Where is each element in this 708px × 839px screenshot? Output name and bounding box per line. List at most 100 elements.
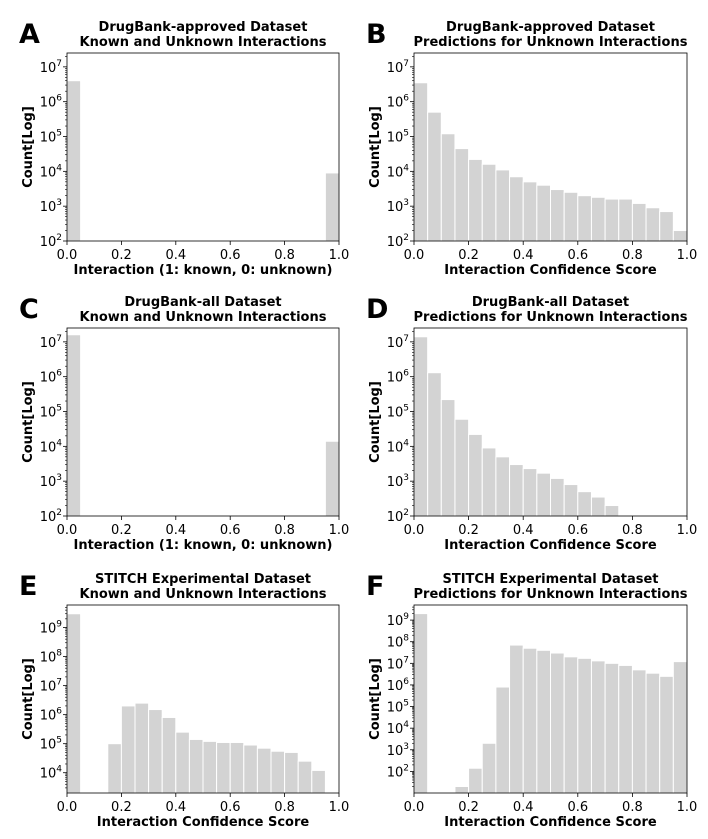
- chart-title-line: DrugBank-approved Dataset: [99, 20, 308, 35]
- x-tick-label: 0.8: [274, 523, 295, 538]
- bar: [297, 760, 313, 794]
- x-tick-label: 0.6: [220, 248, 241, 263]
- y-tick-label: 108: [40, 649, 63, 666]
- x-axis-label: Interaction Confidence Score: [97, 815, 310, 830]
- chart-title-line: DrugBank-all Dataset: [472, 295, 629, 310]
- x-tick-label: 0.4: [513, 248, 534, 263]
- bar: [590, 496, 606, 517]
- bar: [509, 644, 524, 794]
- bar: [454, 148, 470, 242]
- y-tick-label: 107: [387, 655, 409, 672]
- x-axis-label: Interaction (1: known, 0: unknown): [74, 263, 333, 278]
- bar: [550, 652, 565, 794]
- y-axis-label: Count[Log]: [368, 658, 383, 740]
- bar: [413, 613, 429, 794]
- bar: [66, 334, 82, 517]
- y-tick-label: 106: [40, 94, 63, 111]
- bar: [161, 716, 177, 794]
- y-tick-label: 105: [40, 736, 62, 753]
- chart-title-line: DrugBank-approved Dataset: [446, 20, 655, 35]
- y-tick-label: 102: [40, 233, 62, 250]
- x-tick-label: 0.2: [458, 248, 479, 263]
- bar: [604, 505, 620, 517]
- y-tick-label: 105: [387, 699, 409, 716]
- bar: [284, 751, 299, 794]
- x-tick-label: 0.0: [57, 800, 78, 815]
- chart-panel-c: 0.0 0.2 0.4 0.6 0.8 1.0 102 103 104 105 106 107 Drug…: [19, 294, 349, 553]
- bar: [175, 731, 190, 794]
- bar: [536, 184, 551, 242]
- bar: [243, 744, 258, 794]
- x-tick-label: 0.4: [513, 523, 534, 538]
- bar: [577, 657, 592, 794]
- bar: [427, 111, 442, 242]
- bar: [590, 196, 606, 242]
- bar: [66, 80, 82, 242]
- bar: [509, 176, 524, 242]
- y-tick-label: 106: [40, 707, 63, 724]
- x-tick-label: 0.8: [274, 248, 295, 263]
- y-axis-label: Count[Log]: [368, 106, 383, 188]
- axes-frame: [66, 52, 340, 242]
- y-tick-label: 103: [387, 198, 409, 215]
- x-axis-label: Interaction Confidence Score: [444, 538, 657, 553]
- chart-title-line: Predictions for Unknown Interactions: [414, 35, 688, 50]
- bar: [454, 418, 470, 517]
- x-tick-label: 1.0: [677, 248, 698, 263]
- bar: [645, 672, 661, 794]
- bar: [536, 472, 551, 517]
- y-tick-label: 107: [387, 334, 409, 351]
- x-tick-label: 0.0: [57, 248, 78, 263]
- bar: [509, 464, 524, 517]
- bar: [256, 747, 272, 794]
- y-tick-label: 102: [387, 508, 409, 525]
- y-tick-label: 109: [40, 620, 63, 637]
- y-tick-label: 107: [40, 59, 62, 76]
- x-tick-label: 1.0: [329, 800, 350, 815]
- axes-frame: [66, 327, 340, 517]
- x-tick-label: 0.2: [458, 523, 479, 538]
- x-tick-label: 0.6: [220, 523, 241, 538]
- bar: [270, 750, 286, 794]
- x-tick-label: 0.8: [622, 523, 643, 538]
- y-tick-label: 107: [387, 59, 409, 76]
- y-tick-label: 107: [40, 334, 62, 351]
- panel-letter: C: [19, 294, 39, 325]
- bar: [468, 433, 483, 517]
- x-tick-label: 0.2: [111, 248, 132, 263]
- y-axis-label: Count[Log]: [21, 658, 36, 740]
- bar: [618, 664, 633, 794]
- axes-frame: [66, 604, 340, 794]
- y-tick-label: 106: [387, 369, 410, 386]
- y-tick-label: 105: [40, 129, 62, 146]
- y-axis-label: Count[Log]: [368, 381, 383, 463]
- chart-title-line: Predictions for Unknown Interactions: [414, 310, 688, 325]
- bar: [413, 82, 429, 242]
- y-axis-label: Count[Log]: [21, 381, 36, 463]
- bar: [672, 661, 688, 794]
- chart-panel-b: 0.0 0.2 0.4 0.6 0.8 1.0 102 103 104 105 106 107 Drug…: [366, 19, 697, 278]
- y-tick-label: 109: [387, 612, 410, 629]
- x-tick-label: 0.2: [111, 523, 132, 538]
- bar: [481, 447, 497, 517]
- x-tick-label: 0.4: [513, 800, 534, 815]
- y-tick-label: 104: [40, 765, 63, 782]
- x-tick-label: 0.0: [404, 523, 425, 538]
- chart-title-line: Known and Unknown Interactions: [80, 587, 327, 602]
- x-tick-label: 0.0: [404, 248, 425, 263]
- chart-panel-f: 0.0 0.2 0.4 0.6 0.8 1.0 102 103 104 105 106 107 108 1…: [366, 571, 697, 830]
- axes-frame: [413, 604, 688, 794]
- bar: [577, 491, 592, 517]
- bar: [550, 189, 565, 242]
- y-tick-label: 104: [387, 720, 410, 737]
- y-tick-label: 104: [40, 438, 63, 455]
- bar: [645, 207, 661, 242]
- bar: [604, 198, 620, 242]
- y-tick-label: 108: [387, 634, 410, 651]
- x-axis-label: Interaction Confidence Score: [444, 263, 657, 278]
- y-tick-label: 103: [387, 473, 409, 490]
- x-tick-label: 0.8: [622, 248, 643, 263]
- bar: [631, 202, 647, 242]
- bar: [522, 181, 538, 242]
- x-tick-label: 1.0: [677, 523, 698, 538]
